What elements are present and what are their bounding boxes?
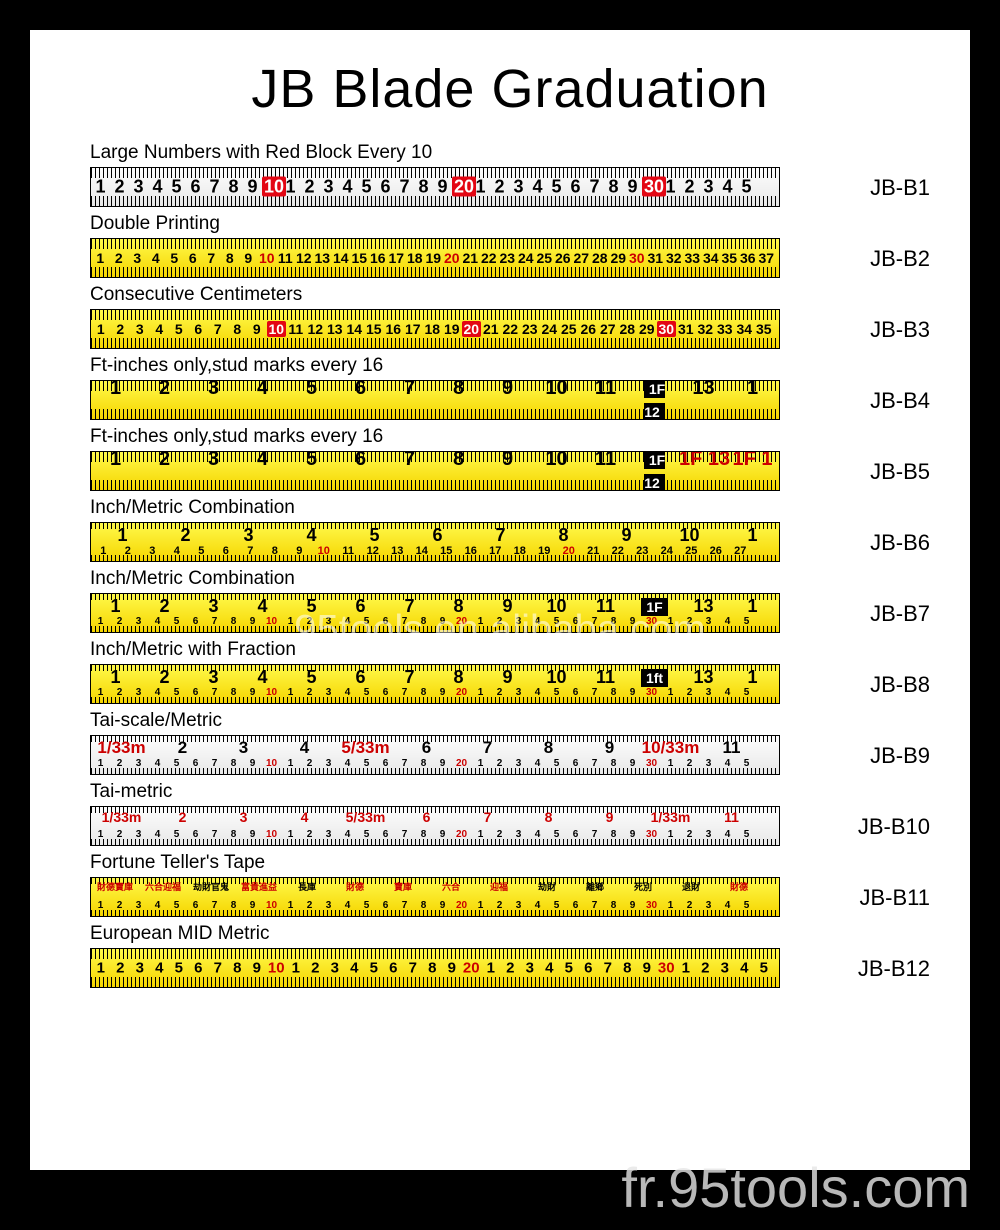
tape-row: Tai-scale/Metric 1/33m2345/33m678910/33m1… xyxy=(90,710,930,775)
tape-graphic: 12345678910111F121F 131F 1 xyxy=(90,451,780,491)
tape-description: Ft-inches only,stud marks every 16 xyxy=(90,355,780,377)
tape-code: JB-B10 xyxy=(780,814,930,846)
tape-description: Fortune Teller's Tape xyxy=(90,852,780,874)
tape-graphic: 1/33m2345/33m67891/33m111234567891012345… xyxy=(90,806,780,846)
tape-code: JB-B7 xyxy=(780,601,930,633)
tape-description: Inch/Metric Combination xyxy=(90,497,780,519)
tape-row: Consecutive Centimeters 12345678910111213… xyxy=(90,284,930,349)
tape-description: Tai-scale/Metric xyxy=(90,710,780,732)
tape-code: JB-B3 xyxy=(780,317,930,349)
tape-row: Fortune Teller's Tape 財德寶庫六合迎福劫財官鬼富貴進益長庫財… xyxy=(90,852,930,917)
tape-code: JB-B9 xyxy=(780,743,930,775)
tape-graphic: 12345678910123456789201234567893012345 xyxy=(90,948,780,988)
tape-row: European MID Metric 123456789101234567892… xyxy=(90,923,930,988)
tape-description: European MID Metric xyxy=(90,923,780,945)
tape-graphic: 12345678910111ft131123456789101234567892… xyxy=(90,664,780,704)
tape-graphic: 1/33m2345/33m678910/33m11123456789101234… xyxy=(90,735,780,775)
tape-graphic: 1234567891011234567891011121314151617181… xyxy=(90,522,780,562)
tape-description: Ft-inches only,stud marks every 16 xyxy=(90,426,780,448)
tape-row: Double Printing 1234567891011121314151617… xyxy=(90,213,930,278)
tape-code: JB-B6 xyxy=(780,530,930,562)
tape-description: Consecutive Centimeters xyxy=(90,284,780,306)
tape-code: JB-B4 xyxy=(780,388,930,420)
tape-row: Inch/Metric with Fraction 12345678910111f… xyxy=(90,639,930,704)
tape-row: Inch/Metric Combination 12345678910111F13… xyxy=(90,568,930,633)
tape-graphic: 財德寶庫六合迎福劫財官鬼富貴進益長庫財德寶庫六合迎福劫財離鄉死別退財財德1234… xyxy=(90,877,780,917)
tape-row: Inch/Metric Combination 12345678910112345… xyxy=(90,497,930,562)
tape-row: Ft-inches only,stud marks every 16 123456… xyxy=(90,426,930,491)
tape-code: JB-B12 xyxy=(780,956,930,988)
tape-row: Ft-inches only,stud marks every 16 123456… xyxy=(90,355,930,420)
tape-row: Tai-metric 1/33m2345/33m67891/33m11123456… xyxy=(90,781,930,846)
tape-code: JB-B2 xyxy=(780,246,930,278)
tape-description: Tai-metric xyxy=(90,781,780,803)
tape-row: Large Numbers with Red Block Every 10 123… xyxy=(90,142,930,207)
tape-graphic: 1234567891011121314151617181920212223242… xyxy=(90,238,780,278)
tape-description: Double Printing xyxy=(90,213,780,235)
tape-graphic: 1234567891011121314151617181920212223242… xyxy=(90,309,780,349)
tape-code: JB-B11 xyxy=(780,885,930,917)
tape-graphic: 12345678910111F1311234567891012345678920… xyxy=(90,593,780,633)
tape-code: JB-B1 xyxy=(780,175,930,207)
tape-graphic: 12345678910123456789201234567893012345 xyxy=(90,167,780,207)
tape-description: Inch/Metric with Fraction xyxy=(90,639,780,661)
tape-code: JB-B5 xyxy=(780,459,930,491)
tape-code: JB-B8 xyxy=(780,672,930,704)
tape-list: Large Numbers with Red Block Every 10 123… xyxy=(90,142,930,988)
tape-graphic: 12345678910111F12131 xyxy=(90,380,780,420)
tape-description: Inch/Metric Combination xyxy=(90,568,780,590)
catalog-frame: JB Blade Graduation Large Numbers with R… xyxy=(30,30,970,1170)
tape-description: Large Numbers with Red Block Every 10 xyxy=(90,142,780,164)
page-title: JB Blade Graduation xyxy=(90,58,930,120)
